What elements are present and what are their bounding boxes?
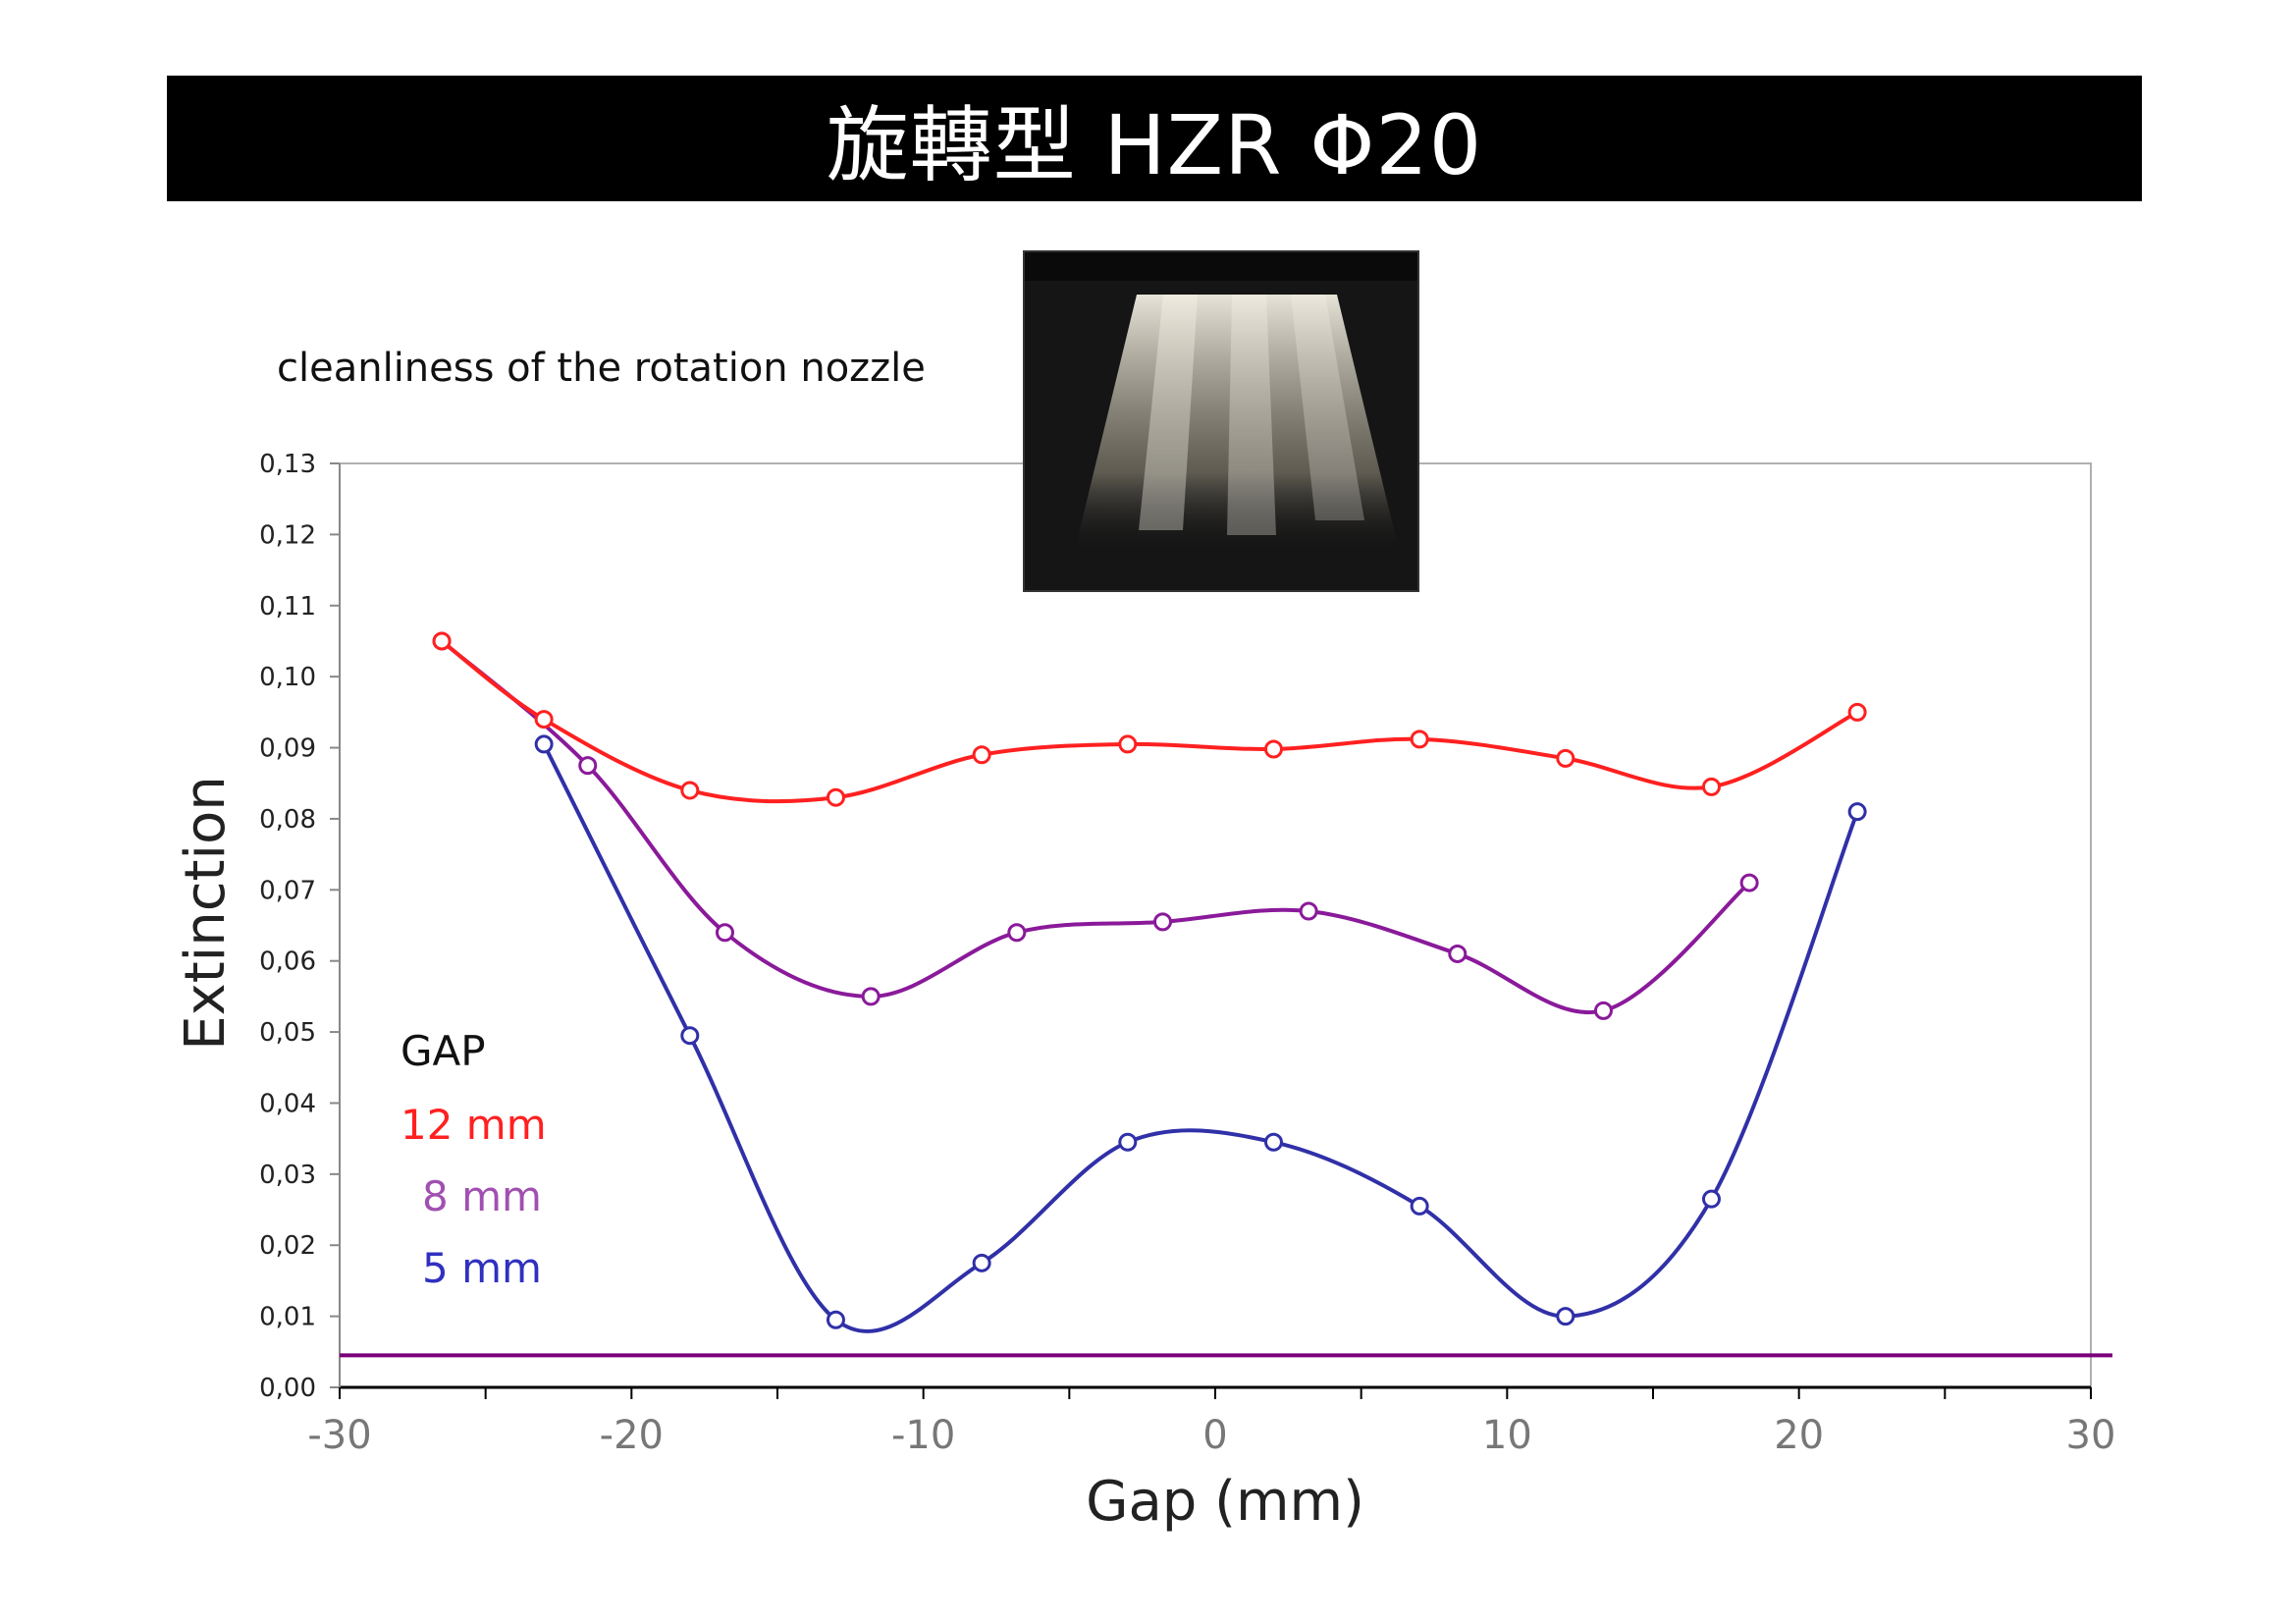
data-point-12mm [680,781,700,800]
y-tick-label: 0,12 [259,520,316,550]
y-tick-label: 0,06 [259,947,316,977]
y-tick-label: 0,02 [259,1231,316,1261]
data-point-8mm [1448,944,1468,963]
data-point-12mm [1263,739,1283,759]
y-tick-label: 0,08 [259,805,316,835]
data-point-5mm [1410,1196,1429,1216]
data-point-5mm [680,1026,700,1046]
data-point-12mm [1118,734,1138,754]
y-tick-label: 0,05 [259,1018,316,1048]
data-point-8mm [1593,1001,1613,1020]
data-point-12mm [432,631,452,651]
data-point-12mm [972,745,991,765]
data-point-12mm [1847,702,1867,722]
data-point-5mm [1701,1189,1721,1209]
series-layer [432,631,1867,1333]
data-point-5mm [972,1253,991,1272]
data-point-12mm [1410,730,1429,749]
series-line-12mm [440,639,1859,804]
legend-entry-8mm: 8 mm [422,1172,542,1220]
y-tick-label: 0,13 [259,450,316,479]
x-axis-title: Gap (mm) [1086,1470,1364,1534]
legend-entry-5mm: 5 mm [422,1244,542,1292]
y-tick-label: 0,03 [259,1161,316,1190]
data-point-5mm [826,1310,845,1329]
data-point-12mm [1701,777,1721,796]
y-axis-ticks: 0,00 0,01 0,02 0,03 0,04 0,05 0,06 0,07 0,08 0,09… [259,450,340,1403]
x-tick-label: -10 [891,1413,955,1458]
series-line-8mm [440,639,1751,1014]
data-point-8mm [1152,912,1172,932]
data-point-5mm [1847,802,1867,822]
y-tick-label: 0,11 [259,592,316,622]
x-tick-label: -20 [600,1413,664,1458]
y-tick-label: 0,07 [259,876,316,905]
y-tick-label: 0,10 [259,663,316,692]
data-point-5mm [1263,1132,1283,1152]
legend: GAP 12 mm 8 mm 5 mm [400,1027,547,1292]
data-point-12mm [826,787,845,807]
data-point-8mm [715,923,734,943]
page-title: 旋轉型 HZR Φ20 [826,96,1483,193]
y-tick-label: 0,04 [259,1089,316,1118]
data-point-5mm [1556,1307,1575,1326]
x-tick-label: 10 [1482,1413,1532,1458]
nozzle-spray-photo [1023,250,1419,592]
data-point-8mm [1299,901,1318,921]
data-point-12mm [534,710,554,730]
x-tick-label: 30 [2066,1413,2116,1458]
plot-frame [339,462,2092,1389]
data-point-5mm [534,734,554,754]
x-axis-ticks: -30 -20 -10 0 10 20 30 [307,1387,2115,1458]
data-point-12mm [1556,748,1575,768]
y-tick-label: 0,00 [259,1374,316,1403]
data-point-5mm [1118,1132,1138,1152]
y-tick-label: 0,01 [259,1303,316,1332]
x-tick-label: 20 [1774,1413,1824,1458]
data-point-8mm [861,987,881,1006]
x-tick-label: -30 [307,1413,371,1458]
y-tick-label: 0,09 [259,734,316,764]
legend-entry-12mm: 12 mm [400,1101,547,1149]
data-point-8mm [578,756,598,776]
x-tick-label: 0 [1202,1413,1227,1458]
series-line-5mm [542,743,1860,1333]
chart-subtitle: cleanliness of the rotation nozzle [277,346,926,391]
plot-border [339,462,2092,1388]
data-point-8mm [1007,923,1027,943]
title-bar: 旋轉型 HZR Φ20 [167,76,2142,201]
data-point-8mm [1739,873,1759,893]
y-axis-title: Extinction [174,776,238,1051]
legend-title: GAP [400,1027,486,1075]
